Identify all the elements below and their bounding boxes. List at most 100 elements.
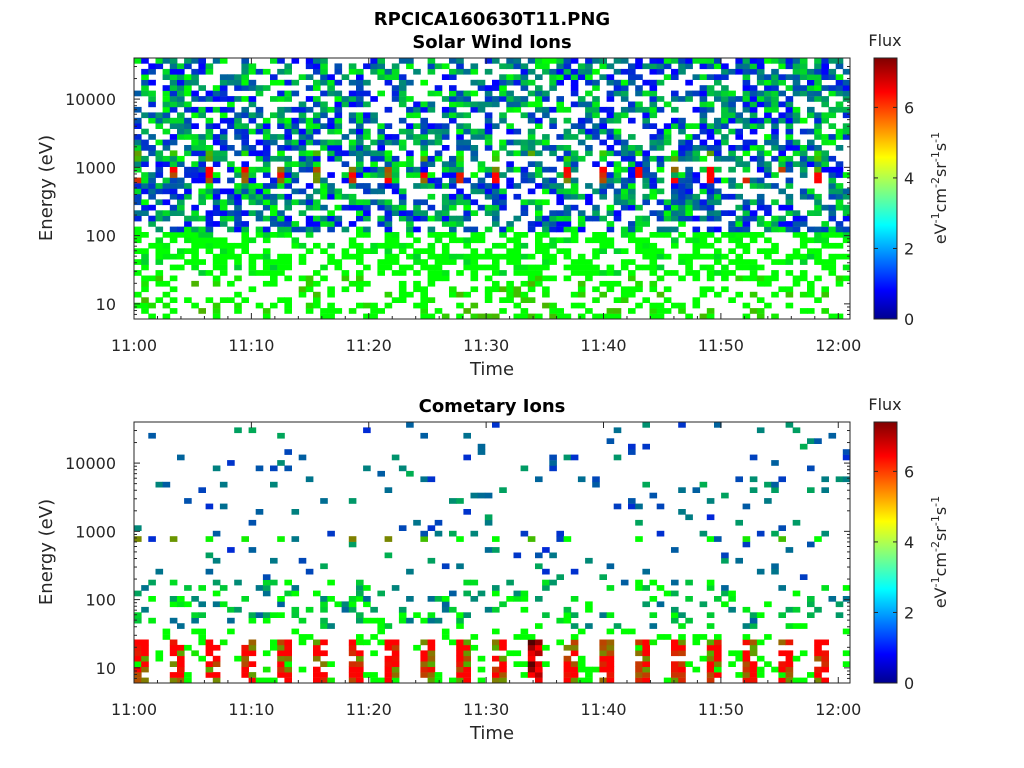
heatmap-cell — [570, 623, 579, 629]
heatmap-cell — [764, 166, 772, 173]
heatmap-cell — [742, 85, 751, 91]
heatmap-cell — [334, 155, 343, 162]
heatmap-cell — [599, 150, 607, 157]
heatmap-cell — [141, 199, 149, 206]
heatmap-cell — [298, 557, 307, 564]
heatmap-cell — [649, 264, 658, 271]
heatmap-cell — [577, 253, 586, 260]
heatmap-cell — [492, 210, 500, 216]
heatmap-cell — [549, 74, 557, 80]
heatmap-cell — [685, 596, 693, 602]
heatmap-cell — [484, 117, 493, 124]
heatmap-cell — [177, 155, 185, 162]
heatmap-cell — [556, 313, 564, 320]
heatmap-cell — [255, 90, 264, 97]
heatmap-cell — [177, 96, 185, 102]
heatmap-cell — [284, 155, 292, 162]
heatmap-cell — [298, 210, 307, 216]
heatmap-cell — [506, 150, 514, 157]
heatmap-cell — [255, 188, 264, 195]
heatmap-cell — [141, 280, 149, 287]
heatmap-cell — [184, 259, 192, 265]
heatmap-cell — [449, 253, 457, 260]
heatmap-cell — [248, 644, 257, 651]
heatmap-cell — [134, 237, 142, 244]
heatmap-cell — [742, 242, 751, 249]
heatmap-cell — [184, 74, 192, 80]
heatmap-cell — [556, 215, 564, 222]
heatmap-cell — [663, 286, 672, 293]
heatmap-cell — [635, 145, 643, 151]
heatmap-cell — [484, 96, 493, 102]
heatmap-cell — [671, 90, 679, 97]
x-tick-label: 11:00 — [111, 336, 157, 355]
heatmap-cell — [563, 644, 572, 651]
heatmap-cell — [413, 101, 421, 108]
heatmap-cell — [255, 193, 264, 200]
heatmap-cell — [219, 117, 228, 124]
heatmap-cell — [177, 183, 185, 189]
heatmap-cell — [427, 253, 436, 260]
heatmap-cell — [678, 68, 686, 75]
heatmap-cell — [406, 112, 414, 119]
heatmap-cell — [656, 248, 665, 254]
heatmap-cell — [348, 117, 357, 124]
heatmap-cell — [227, 117, 235, 124]
heatmap-cell — [391, 155, 400, 162]
heatmap-cell — [219, 112, 228, 119]
heatmap-cell — [313, 270, 321, 276]
heatmap-cell — [141, 155, 149, 162]
heatmap-cell — [499, 666, 507, 673]
heatmap-cell — [742, 661, 751, 667]
heatmap-cell — [749, 650, 758, 657]
heatmap-cell — [177, 123, 185, 129]
heatmap-cell — [356, 123, 364, 129]
heatmap-cell — [728, 596, 736, 602]
heatmap-cell — [219, 79, 228, 86]
heatmap-cell — [506, 96, 514, 102]
heatmap-cell — [406, 470, 414, 477]
heatmap-cell — [191, 253, 199, 260]
heatmap-cell — [778, 112, 786, 119]
heatmap-cell — [642, 666, 650, 673]
heatmap-cell — [785, 96, 794, 102]
heatmap-cell — [348, 63, 357, 70]
heatmap-cell — [241, 145, 249, 151]
heatmap-cell — [141, 661, 149, 667]
heatmap-cell — [305, 232, 314, 238]
heatmap-cell — [656, 106, 665, 113]
heatmap-cell — [642, 123, 650, 129]
y-tick-label: 1000 — [75, 158, 116, 177]
heatmap-cell — [305, 634, 314, 640]
heatmap-cell — [484, 90, 493, 97]
heatmap-cell — [363, 585, 371, 591]
heatmap-cell — [356, 612, 364, 618]
heatmap-cell — [255, 166, 264, 173]
heatmap-cell — [649, 639, 658, 646]
heatmap-cell — [477, 204, 486, 211]
heatmap-cell — [599, 117, 607, 124]
heatmap-cell — [484, 286, 493, 293]
heatmap-cell — [807, 237, 815, 244]
heatmap-cell — [706, 210, 715, 216]
heatmap-cell — [327, 74, 335, 80]
heatmap-cell — [785, 183, 794, 189]
heatmap-cell — [391, 90, 400, 97]
heatmap-cell — [456, 150, 464, 157]
heatmap-cell — [262, 308, 271, 314]
heatmap-cell — [384, 302, 393, 309]
heatmap-cell — [506, 650, 514, 657]
heatmap-cell — [441, 215, 450, 222]
heatmap-cell — [606, 145, 615, 151]
heatmap-cell — [141, 264, 149, 271]
heatmap-cell — [162, 242, 171, 249]
heatmap-cell — [406, 596, 414, 602]
heatmap-cell — [685, 199, 693, 206]
heatmap-cell — [520, 112, 529, 119]
heatmap-cell — [441, 112, 450, 119]
heatmap-cell — [398, 606, 407, 613]
heatmap-cell — [714, 90, 722, 97]
heatmap-cell — [212, 188, 221, 195]
heatmap-cell — [141, 128, 149, 135]
